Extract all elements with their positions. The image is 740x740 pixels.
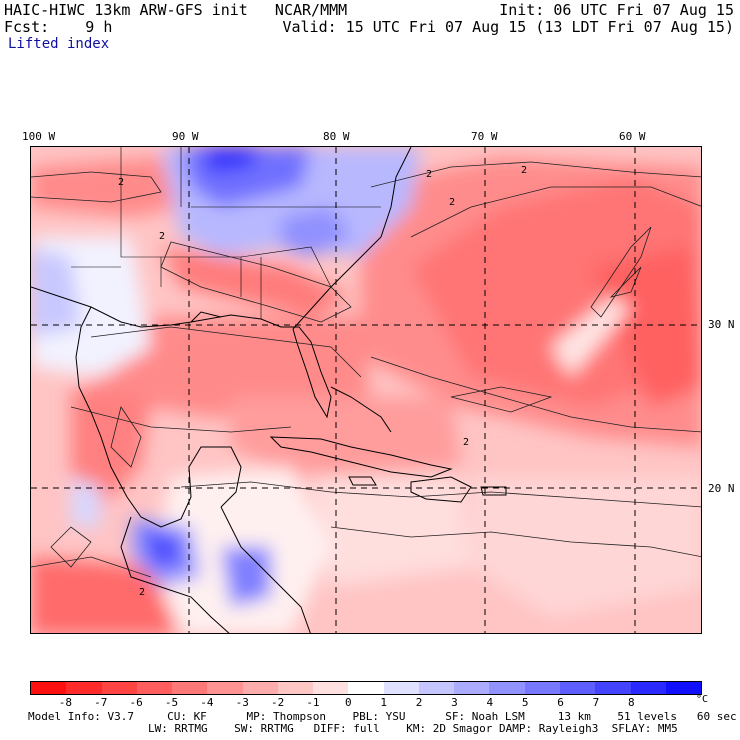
colorbar-tick-label: -3: [235, 696, 249, 709]
colorbar-segment: [136, 682, 173, 694]
colorbar-segment: [418, 682, 455, 694]
colorbar-segment: [277, 682, 314, 694]
colorbar-segment: [242, 682, 278, 694]
forecast-hour: Fcst: 9 h: [4, 18, 113, 36]
contours: [31, 161, 701, 578]
colorbar-segment: [66, 682, 102, 694]
colorbar-segment: [207, 682, 243, 694]
init-time: Init: 06 UTC Fri 07 Aug 15: [499, 1, 734, 19]
colorbar-tick-label: 3: [451, 696, 458, 709]
colorbar-segment: [383, 682, 419, 694]
colorbar-tick-label: -6: [129, 696, 143, 709]
map-canvas: 2 2 2 2 2 2 2: [31, 147, 701, 633]
colorbar-segment: [524, 682, 560, 694]
colorbar-tick-label: 0: [345, 696, 352, 709]
state-borders: [71, 147, 381, 319]
colorbar-tick-label: 7: [592, 696, 600, 709]
colorbar-unit: °C: [696, 694, 709, 705]
colorbar-tick-label: -1: [306, 696, 320, 709]
colorbar-tick-label: -4: [200, 696, 214, 709]
contour-label: 2: [159, 231, 165, 242]
colorbar-tick-label: -5: [164, 696, 179, 709]
contour-label: 2: [521, 165, 527, 176]
colorbar-tick-label: -2: [270, 696, 285, 709]
colorbar-tick-label: 5: [521, 696, 529, 709]
lon-label-70w: 70 W: [471, 130, 498, 143]
lon-label-100w: 100 W: [22, 130, 56, 143]
model-info-line1: Model Info: V3.7 CU: KF MP: Thompson PBL…: [28, 710, 737, 723]
coastlines: [31, 147, 507, 633]
variable-name: Lifted index: [8, 36, 110, 52]
colorbar-tick-label: 4: [486, 696, 494, 709]
colorbar-segment: [454, 682, 490, 694]
contour-label: 2: [139, 587, 145, 598]
colorbar-segment: [31, 682, 67, 694]
lon-label-90w: 90 W: [172, 130, 199, 143]
contour-labels: 2 2 2 2 2 2 2: [118, 165, 527, 598]
colorbar-tick-label: 2: [415, 696, 423, 709]
colorbar-segment: [313, 682, 349, 694]
valid-time: Valid: 15 UTC Fri 07 Aug 15 (13 LDT Fri …: [282, 18, 734, 36]
colorbar-tick-label: -7: [94, 696, 108, 709]
colorbar-segment: [595, 682, 631, 694]
chart-title: HAIC-HIWC 13km ARW-GFS init NCAR/MMM: [4, 1, 348, 19]
colorbar-tick-label: 8: [627, 696, 635, 709]
model-info-line2: LW: RRTMG SW: RRTMG DIFF: full KM: 2D Sm…: [148, 722, 678, 735]
latlon-grid: [31, 147, 701, 633]
colorbar-tick-label: -8: [58, 696, 72, 709]
lifted-index-field: [31, 147, 701, 633]
colorbar-segment: [665, 682, 702, 694]
colorbar: [30, 681, 702, 695]
lon-label-60w: 60 W: [619, 130, 646, 143]
lifted-index-map: 2 2 2 2 2 2 2: [30, 146, 702, 634]
contour-label: 2: [118, 177, 124, 188]
colorbar-segment: [348, 682, 384, 694]
colorbar-segment: [101, 682, 137, 694]
contour-label: 2: [426, 169, 432, 180]
colorbar-tick-label: 6: [557, 696, 564, 709]
contour-label: 2: [463, 437, 469, 448]
colorbar-segment: [559, 682, 596, 694]
contour-label: 2: [449, 197, 455, 208]
colorbar-segment: [630, 682, 666, 694]
colorbar-tick-label: 1: [380, 696, 387, 709]
colorbar-segment: [489, 682, 525, 694]
colorbar-segment: [172, 682, 208, 694]
lat-label-20n: 20 N: [708, 482, 735, 495]
lat-label-30n: 30 N: [708, 318, 735, 331]
lon-label-80w: 80 W: [323, 130, 350, 143]
